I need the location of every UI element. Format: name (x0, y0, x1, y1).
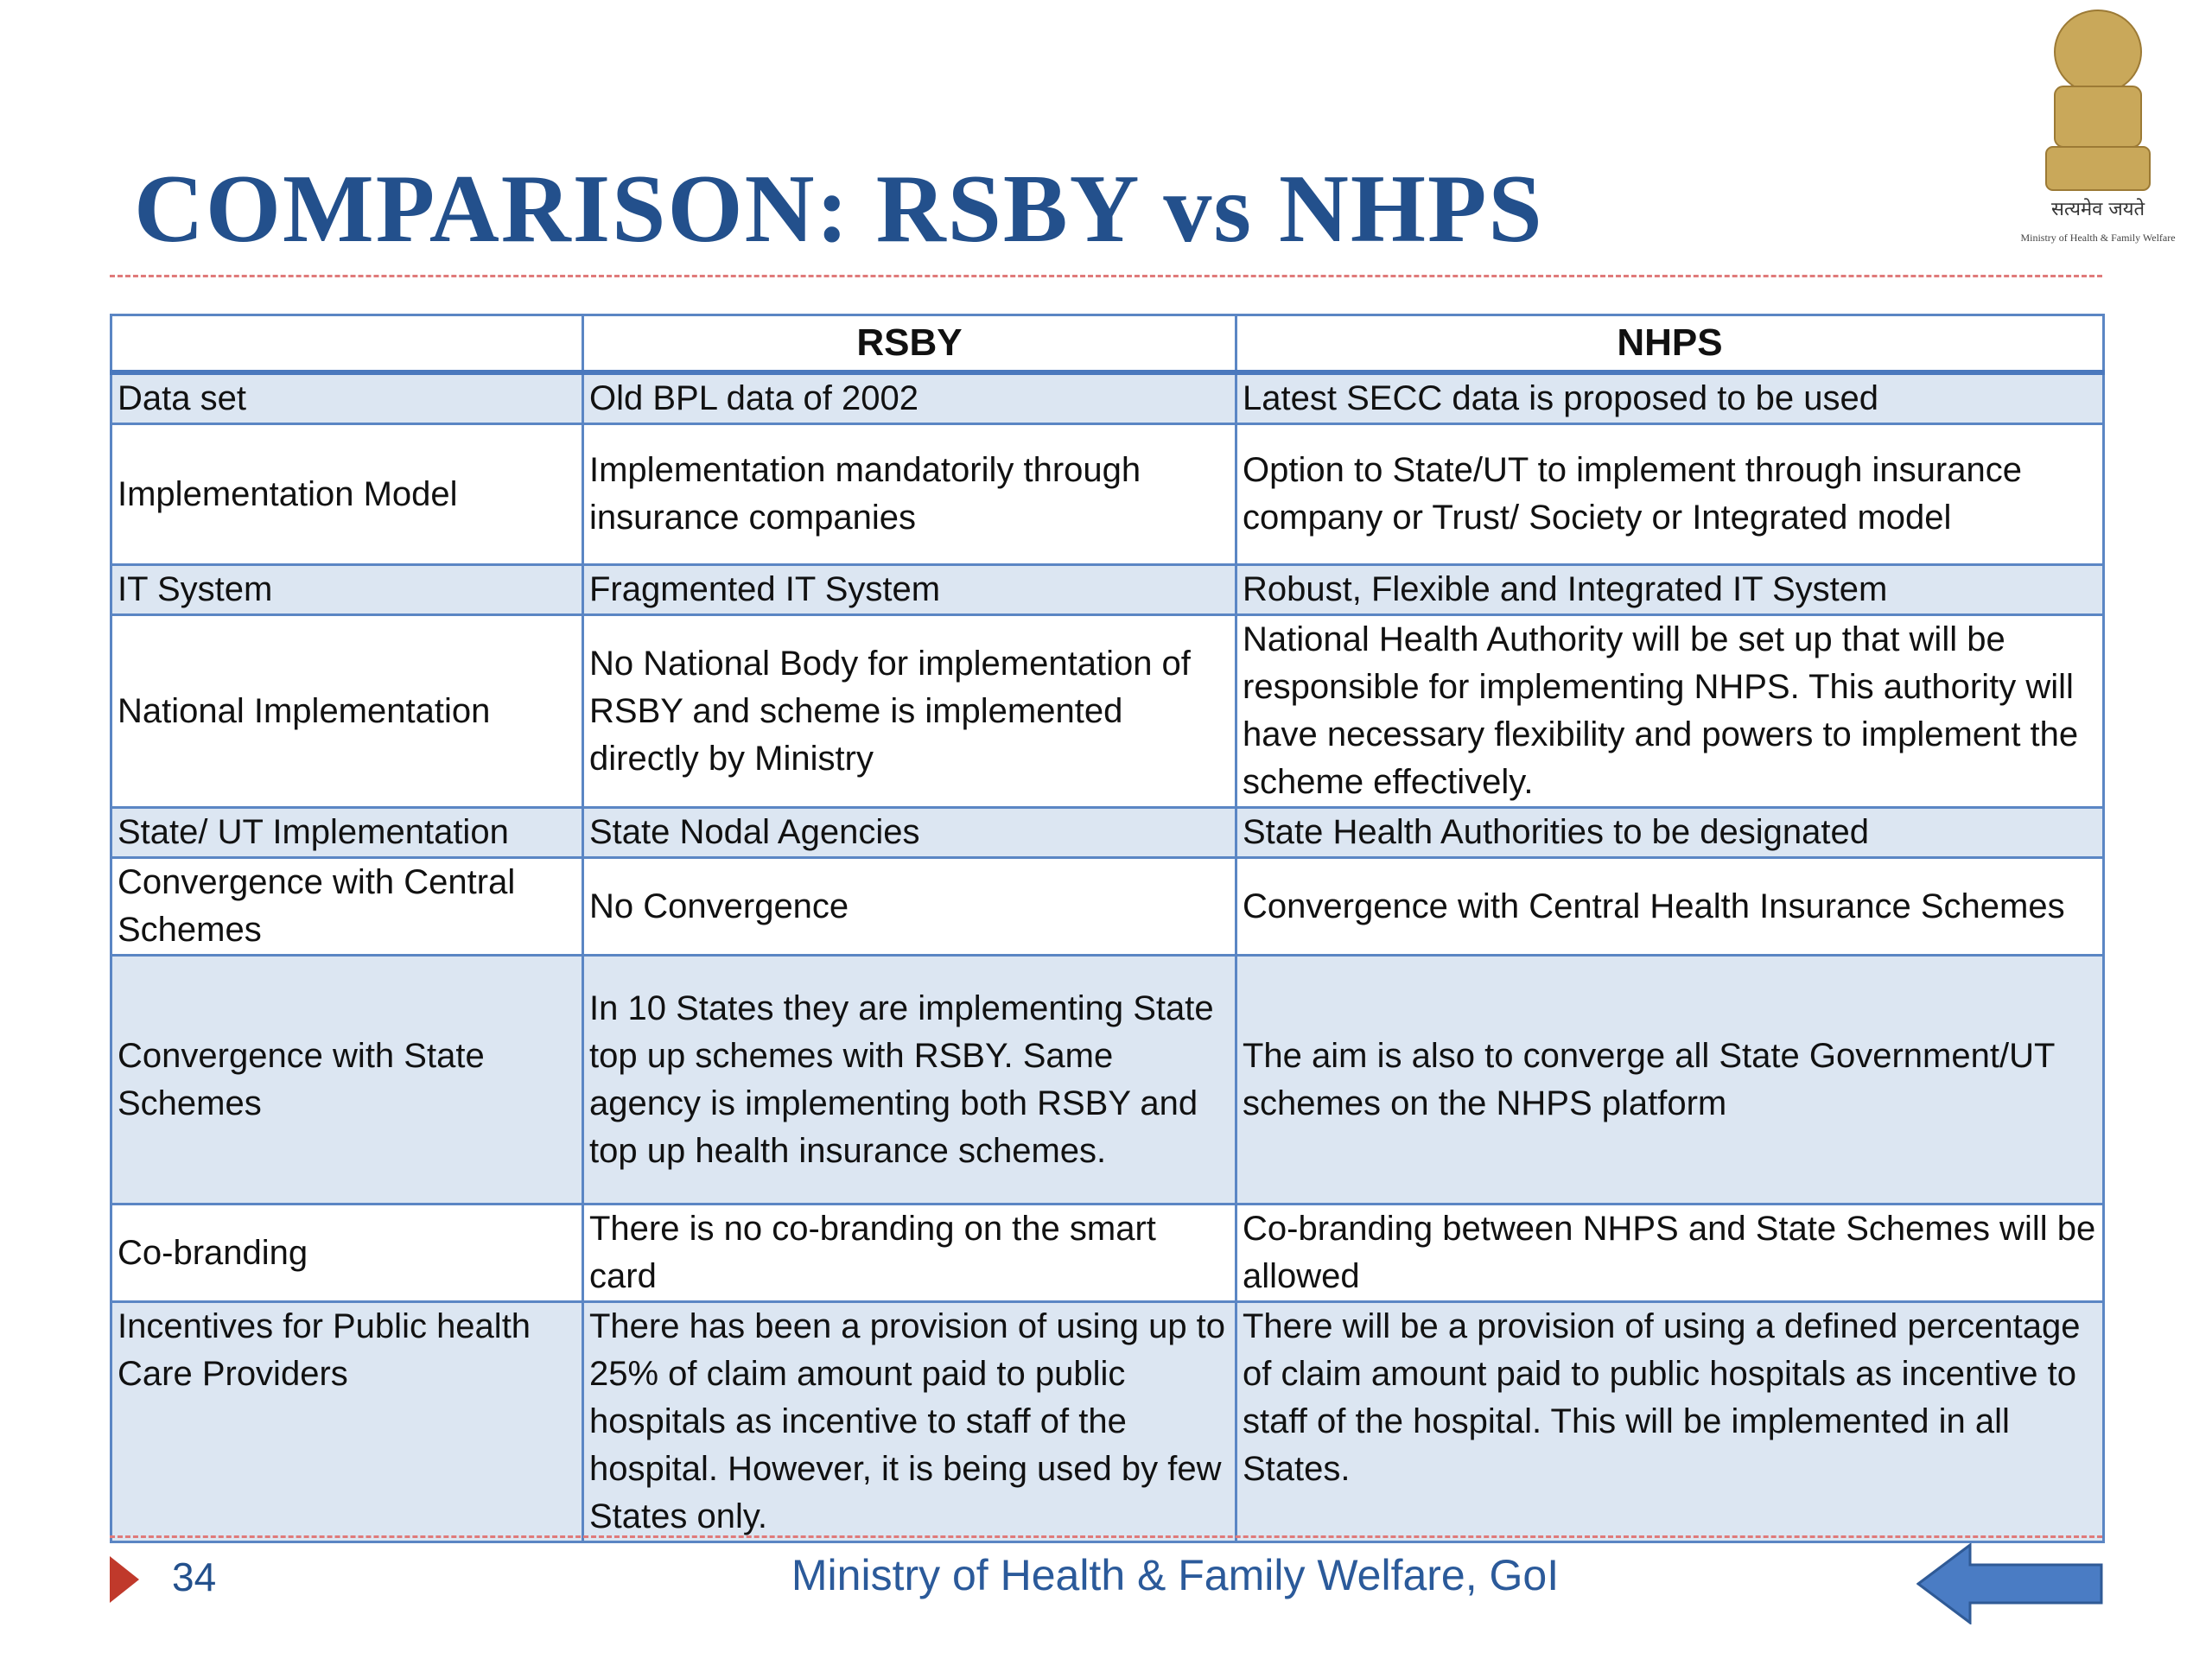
bullet-triangle (110, 1556, 139, 1603)
table-cell: State Health Authorities to be designate… (1235, 806, 2105, 859)
table-cell: Option to State/UT to implement through … (1235, 423, 2105, 566)
table-cell: There is no co-branding on the smart car… (582, 1203, 1237, 1303)
table-row: IT System Fragmented IT System Robust, Fle… (110, 563, 2105, 616)
back-arrow[interactable] (1916, 1543, 2105, 1624)
header-cell: NHPS (1235, 314, 2105, 375)
table-cell: Fragmented IT System (582, 563, 1237, 616)
table-row: Convergence with State Schemes In 10 Stat… (110, 954, 2105, 1205)
table-row: Implementation Model Implementation manda… (110, 423, 2105, 566)
table-row: State/ UT Implementation State Nodal Agen… (110, 806, 2105, 859)
table-cell: There will be a provision of using a def… (1235, 1300, 2105, 1543)
divider (110, 275, 2102, 277)
footer-text: Ministry of Health & Family Welfare, GoI (791, 1551, 1560, 1599)
table-row: National Implementation No National Body … (110, 613, 2105, 809)
row-label: Incentives for Public health Care Provid… (110, 1300, 584, 1543)
table-cell: Latest SECC data is proposed to be used (1235, 371, 2105, 425)
row-label: Convergence with State Schemes (110, 954, 584, 1205)
table-cell: Convergence with Central Health Insuranc… (1235, 856, 2105, 957)
row-label: Co-branding (110, 1203, 584, 1303)
table-row: Convergence with Central Schemes No Conve… (110, 856, 2105, 957)
table-cell: There has been a provision of using up t… (582, 1300, 1237, 1543)
header-cell: RSBY (582, 314, 1237, 375)
row-label: Data set (110, 371, 584, 425)
emblem-ministry: Ministry of Health & Family Welfare (2020, 232, 2176, 244)
row-label: IT System (110, 563, 584, 616)
page-number: 34 (172, 1554, 217, 1599)
table-cell: Implementation mandatorily through insur… (582, 423, 1237, 566)
table-cell: State Nodal Agencies (582, 806, 1237, 859)
table-cell: No National Body for implementation of R… (582, 613, 1237, 809)
table-row: Data set Old BPL data of 2002 Latest SECC … (110, 371, 2105, 425)
table-cell: The aim is also to converge all State Go… (1235, 954, 2105, 1205)
table-cell: No Convergence (582, 856, 1237, 957)
row-label: State/ UT Implementation (110, 806, 584, 859)
slide-title: COMPARISON: RSBY vs NHPS (134, 156, 1544, 263)
table-cell: Co-branding between NHPS and State Schem… (1235, 1203, 2105, 1303)
table-row: Incentives for Public health Care Provid… (110, 1300, 2105, 1543)
row-label: Implementation Model (110, 423, 584, 566)
row-label: National Implementation (110, 613, 584, 809)
header-cell (110, 314, 584, 375)
table-cell: National Health Authority will be set up… (1235, 613, 2105, 809)
header-row: RSBY NHPS (110, 314, 2105, 375)
row-label: Convergence with Central Schemes (110, 856, 584, 957)
table-cell: Robust, Flexible and Integrated IT Syste… (1235, 563, 2105, 616)
table-cell: Old BPL data of 2002 (582, 371, 1237, 425)
comparison-table: RSBY NHPS Data set Old BPL data of 2002 Late… (110, 314, 2105, 1543)
table-cell: In 10 States they are implementing State… (582, 954, 1237, 1205)
table-row: Co-branding There is no co-branding on th… (110, 1203, 2105, 1303)
emblem (2045, 10, 2151, 191)
emblem-motto: सत्यमेव जयते (2050, 199, 2145, 220)
divider (110, 1535, 2102, 1538)
